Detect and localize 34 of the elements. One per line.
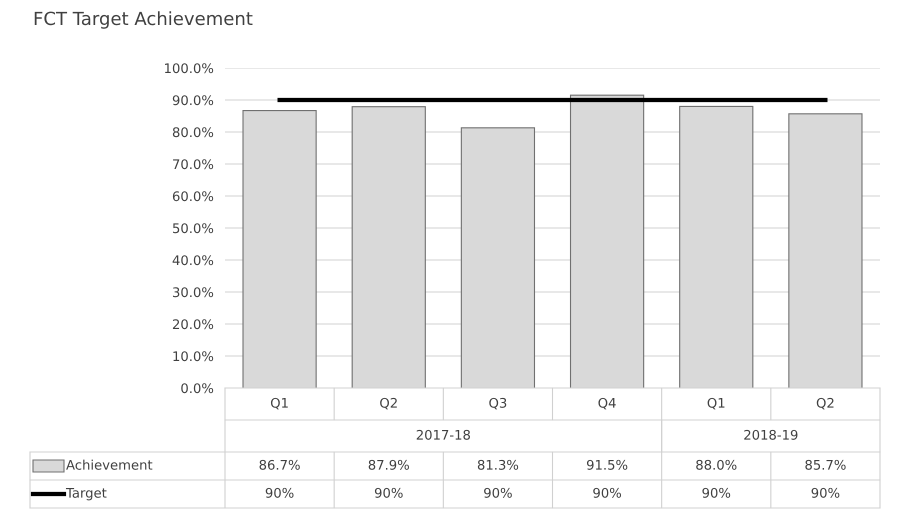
legend-label: Target [66,488,107,500]
x-tick-label: Q2 [816,398,834,410]
x-tick-label: Q3 [489,398,506,410]
y-tick-label: 10.0% [173,351,214,362]
y-tick-label: 70.0% [173,159,214,170]
y-tick-label: 50.0% [172,223,214,234]
legend-label: Achievement [66,460,152,470]
data-label: 91.5% [586,460,628,470]
data-label: 90% [812,488,840,498]
x-tick-label: Q4 [598,398,616,410]
data-label: 85.7% [805,460,846,470]
y-tick-label: 100.0% [165,63,214,74]
data-label: 90% [374,488,403,498]
y-tick-label: 30.0% [172,287,214,298]
data-label: 90% [593,488,622,498]
x-tick-label: Q1 [708,398,724,410]
text: 2017-18 [416,430,470,440]
text: 2018-19 [744,430,798,440]
x-tick-label: Q2 [380,398,397,410]
y-tick-label: 60.0% [172,191,214,202]
y-tick-label: 20.0% [172,319,214,330]
x-tick-label: Q1 [270,398,288,410]
data-label: 88.0% [696,460,736,470]
chart-title: FCT Target Achievement [34,11,252,29]
data-label: 90% [484,488,512,498]
y-tick-label: 90.0% [172,95,214,106]
y-tick-label: 0.0% [181,383,214,394]
y-tick-label: 40.0% [172,255,214,266]
y-tick-label: 80.0% [172,127,214,138]
data-label: 90% [266,488,294,498]
data-label: 87.9% [368,460,409,470]
data-label: 81.3% [478,460,518,470]
data-label: 86.7% [260,460,300,470]
data-label: 90% [702,488,730,498]
